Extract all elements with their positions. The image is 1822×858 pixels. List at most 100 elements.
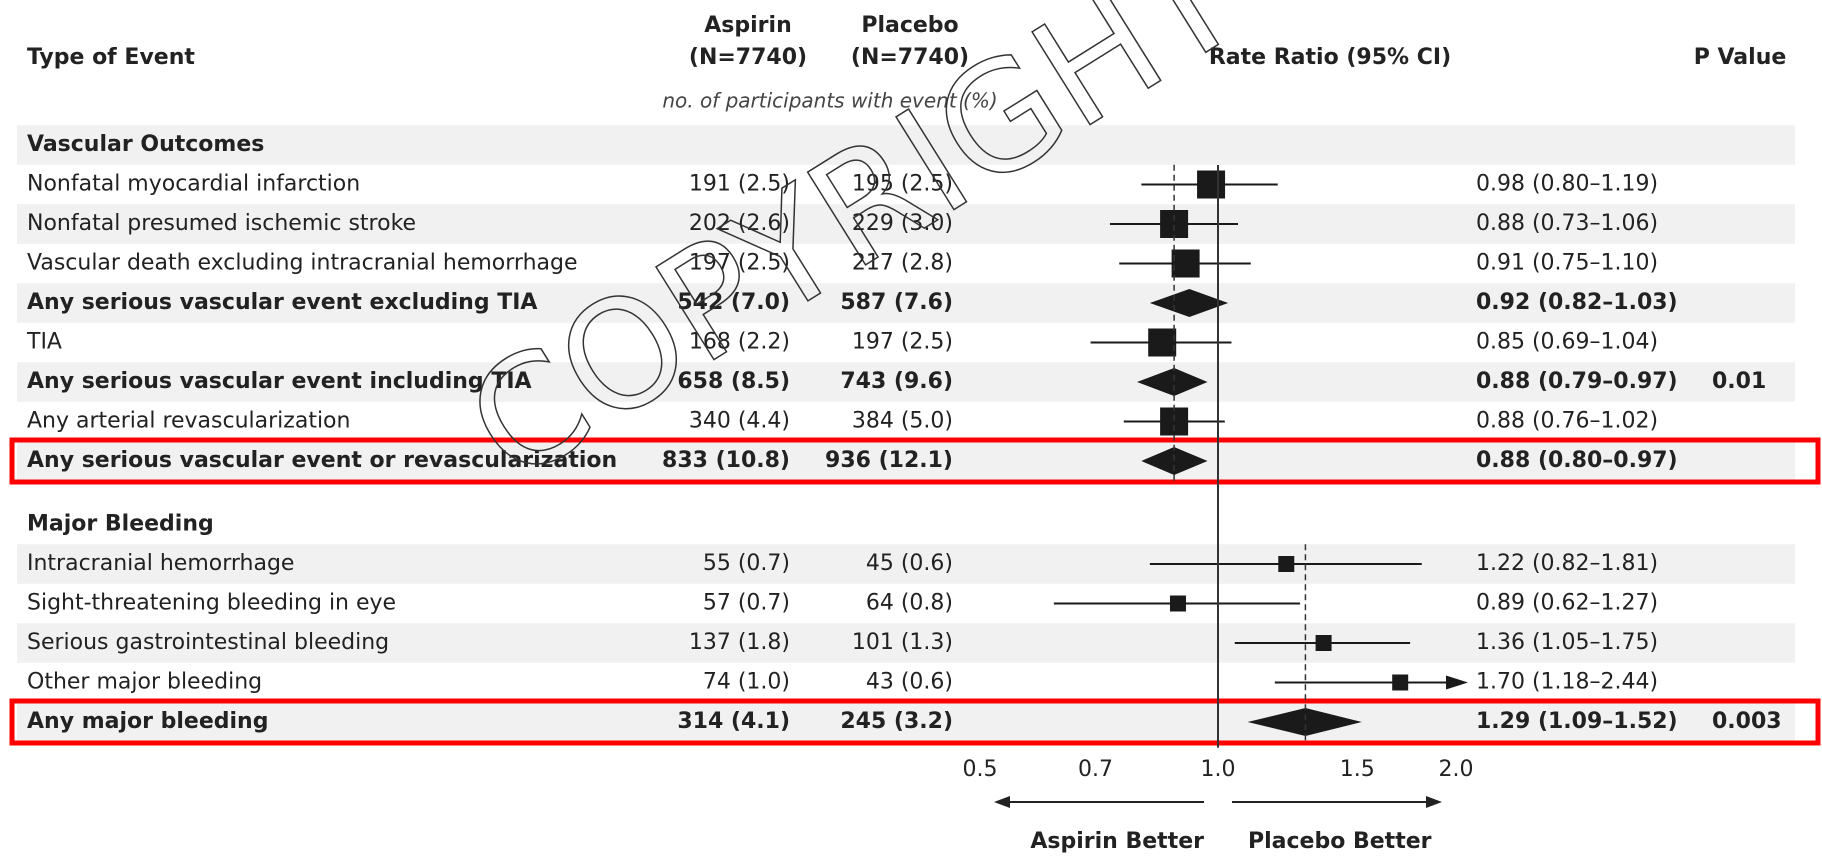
x-tick-label: 1.0 — [1201, 757, 1236, 782]
placebo-count: 229 (3.0) — [852, 211, 953, 236]
placebo-count: 195 (2.5) — [852, 172, 953, 197]
ratio-label: 0.88 (0.76–1.02) — [1476, 409, 1658, 434]
placebo-count: 45 (0.6) — [866, 551, 953, 576]
x-tick-label: 0.5 — [963, 757, 998, 782]
p-value: 0.003 — [1712, 709, 1782, 734]
ratio-label: 0.88 (0.80–0.97) — [1476, 448, 1678, 473]
x-tick-label: 2.0 — [1439, 757, 1474, 782]
point-estimate — [1278, 556, 1295, 572]
ratio-label: 0.89 (0.62–1.27) — [1476, 591, 1658, 616]
placebo-count: 384 (5.0) — [852, 409, 953, 434]
event-header: Type of Event — [27, 45, 195, 70]
aspirin-count: 55 (0.7) — [703, 551, 790, 576]
aspirin-count: 57 (0.7) — [703, 591, 790, 616]
event-label: TIA — [26, 330, 62, 355]
row-band — [17, 283, 1795, 323]
count-subheader: no. of participants with event (%) — [662, 89, 997, 113]
ratio-label: 0.88 (0.73–1.06) — [1476, 211, 1658, 236]
point-estimate — [1315, 635, 1332, 651]
ratio-label: 1.29 (1.09–1.52) — [1476, 709, 1678, 734]
ci-diamond — [1137, 368, 1208, 396]
ci-arrow — [1446, 675, 1468, 690]
aspirin-header: Aspirin — [704, 13, 791, 38]
x-tick-label: 1.5 — [1340, 757, 1375, 782]
aspirin-count: 658 (8.5) — [677, 369, 790, 394]
highlight-box — [9, 698, 1821, 746]
p-header: P Value — [1694, 45, 1787, 70]
event-label: Other major bleeding — [27, 670, 262, 695]
event-label: Any major bleeding — [27, 709, 268, 734]
aspirin-count: 191 (2.5) — [689, 172, 790, 197]
section-title: Major Bleeding — [27, 512, 214, 537]
placebo-count: 197 (2.5) — [852, 330, 953, 355]
section-title: Vascular Outcomes — [27, 132, 264, 157]
point-estimate — [1160, 407, 1189, 436]
ratio-label: 0.91 (0.75–1.10) — [1476, 251, 1658, 276]
p-value: 0.01 — [1712, 369, 1766, 394]
direction-label: Placebo Better — [1248, 829, 1432, 854]
ci-diamond — [1149, 289, 1229, 317]
placebo-count: 43 (0.6) — [866, 670, 953, 695]
aspirin-count: 833 (10.8) — [662, 448, 790, 473]
event-label: Any serious vascular event excluding TIA — [27, 290, 537, 315]
point-estimate — [1169, 595, 1186, 612]
aspirin-count: 314 (4.1) — [677, 709, 790, 734]
aspirin-count: 168 (2.2) — [689, 330, 790, 355]
placebo-count: 217 (2.8) — [852, 251, 953, 276]
event-label: Any serious vascular event or revascular… — [27, 448, 617, 473]
row-band — [17, 623, 1795, 663]
row-backgrounds — [17, 125, 1795, 742]
row-band — [17, 204, 1795, 244]
highlight-box — [9, 437, 1821, 485]
placebo-count: 587 (7.6) — [840, 290, 953, 315]
ratio-label: 0.92 (0.82–1.03) — [1476, 290, 1678, 315]
aspirin-count: 74 (1.0) — [703, 670, 790, 695]
ratio-label: 0.98 (0.80–1.19) — [1476, 172, 1658, 197]
ci-diamond — [1141, 447, 1208, 475]
placebo-count: 101 (1.3) — [852, 630, 953, 655]
direction-arrowhead — [1426, 796, 1442, 808]
aspirin-count: 197 (2.5) — [689, 251, 790, 276]
event-label: Any arterial revascularization — [27, 409, 350, 434]
ci-diamond — [1247, 708, 1362, 736]
event-label: Intracranial hemorrhage — [27, 551, 294, 576]
row-band — [17, 544, 1795, 584]
ratio-header: Rate Ratio (95% CI) — [1209, 45, 1451, 70]
row-band — [17, 362, 1795, 402]
ratio-label: 1.22 (0.82–1.81) — [1476, 551, 1658, 576]
aspirin-count: 202 (2.6) — [689, 211, 790, 236]
event-label: Nonfatal myocardial infarction — [27, 172, 360, 197]
direction-label: Aspirin Better — [1030, 829, 1204, 854]
placebo-count: 936 (12.1) — [825, 448, 953, 473]
placebo-count: 245 (3.2) — [840, 709, 953, 734]
aspirin-count: 340 (4.4) — [689, 409, 790, 434]
point-estimate — [1171, 249, 1200, 278]
ratio-label: 0.88 (0.79–0.97) — [1476, 369, 1678, 394]
event-label: Serious gastrointestinal bleeding — [27, 630, 389, 655]
placebo-header: (N=7740) — [851, 45, 969, 70]
point-estimate — [1392, 674, 1409, 691]
event-label: Nonfatal presumed ischemic stroke — [27, 211, 416, 236]
direction-arrowhead — [994, 796, 1010, 808]
ratio-label: 1.70 (1.18–2.44) — [1476, 670, 1658, 695]
aspirin-count: 137 (1.8) — [689, 630, 790, 655]
row-band — [17, 125, 1795, 165]
row-band — [17, 441, 1795, 481]
placebo-count: 64 (0.8) — [866, 591, 953, 616]
row-band — [17, 702, 1795, 742]
event-label: Vascular death excluding intracranial he… — [27, 251, 578, 276]
ratio-label: 0.85 (0.69–1.04) — [1476, 330, 1658, 355]
placebo-header: Placebo — [861, 13, 958, 38]
point-estimate — [1148, 328, 1177, 357]
event-label: Sight-threatening bleeding in eye — [27, 591, 396, 616]
event-label: Any serious vascular event including TIA — [27, 369, 532, 394]
x-tick-label: 0.7 — [1078, 757, 1113, 782]
aspirin-header: (N=7740) — [689, 45, 807, 70]
placebo-count: 743 (9.6) — [840, 369, 953, 394]
point-estimate — [1197, 170, 1226, 199]
aspirin-count: 542 (7.0) — [677, 290, 790, 315]
ratio-label: 1.36 (1.05–1.75) — [1476, 630, 1658, 655]
point-estimate — [1160, 210, 1189, 238]
